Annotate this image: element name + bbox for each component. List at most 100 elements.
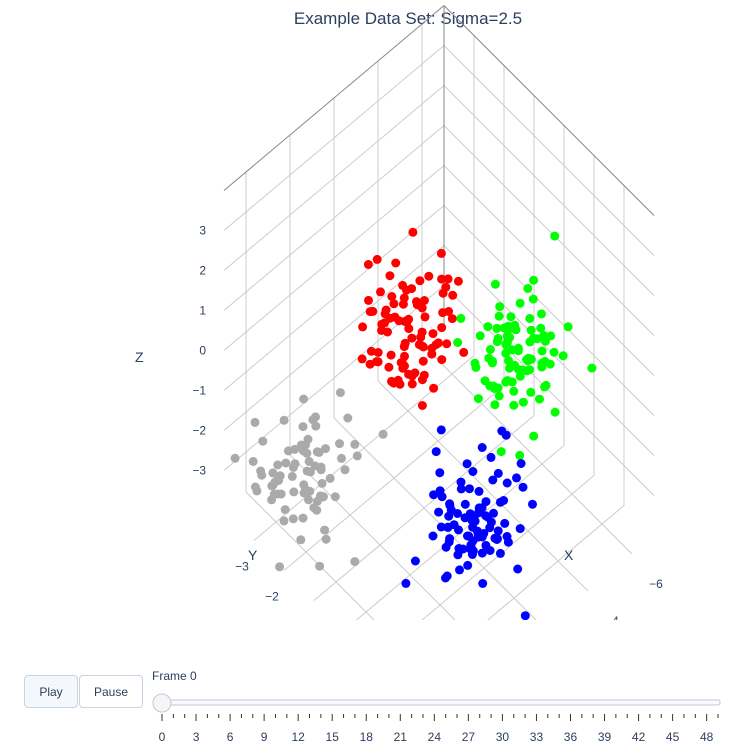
data-point xyxy=(526,387,536,397)
slider-tick-label: 9 xyxy=(261,730,268,744)
data-point xyxy=(287,471,297,481)
data-point xyxy=(477,532,487,542)
data-point xyxy=(385,313,395,323)
data-point xyxy=(358,322,368,332)
data-point xyxy=(460,513,470,523)
data-point xyxy=(419,296,429,305)
data-point xyxy=(509,386,519,396)
data-point xyxy=(337,453,346,463)
data-point xyxy=(417,375,427,385)
data-point xyxy=(408,227,418,237)
data-point xyxy=(386,350,396,360)
data-point xyxy=(389,299,399,309)
data-point xyxy=(468,467,478,476)
data-point xyxy=(312,447,322,457)
slider-tick-label: 6 xyxy=(227,730,234,744)
z-axis-tick-label: 3 xyxy=(199,224,206,238)
data-point xyxy=(537,358,547,368)
data-point xyxy=(436,522,446,532)
data-point xyxy=(407,284,417,294)
pause-button[interactable]: Pause xyxy=(79,675,143,708)
wall-grid-line xyxy=(443,165,655,376)
data-point xyxy=(289,487,299,497)
data-point xyxy=(420,312,430,322)
data-point xyxy=(501,430,511,440)
data-points xyxy=(230,227,597,620)
data-point xyxy=(275,562,285,572)
slider-tick-label: 33 xyxy=(530,730,544,744)
data-point xyxy=(505,332,515,342)
data-point xyxy=(258,436,268,446)
data-point xyxy=(488,475,498,485)
data-point xyxy=(463,560,473,570)
data-point xyxy=(492,337,502,347)
slider-handle[interactable] xyxy=(152,693,172,713)
slider-ticks: 0 3 6 9 12 15 18 21 24 27 30 33 36 39 42 45 48 xyxy=(159,714,719,744)
data-point xyxy=(290,444,300,454)
play-button[interactable]: Play xyxy=(24,675,78,708)
z-axis-tick-label: −1 xyxy=(192,384,206,398)
data-point xyxy=(546,331,556,341)
data-point xyxy=(523,284,533,293)
data-point xyxy=(441,542,451,552)
x-axis-tick-label: −4 xyxy=(605,614,619,620)
data-point xyxy=(437,355,447,365)
data-point xyxy=(501,348,511,358)
data-point xyxy=(372,254,382,264)
data-point xyxy=(315,561,325,571)
data-point xyxy=(495,497,505,507)
data-point xyxy=(385,271,395,281)
scatter-3d-plot[interactable]: Example Data Set: Sigma=2.5 −6 −4 −2 0 2 −3 −2… xyxy=(0,0,746,620)
y-axis-tick-label: −3 xyxy=(235,560,249,574)
data-point xyxy=(563,322,573,332)
data-point xyxy=(509,400,519,410)
data-point xyxy=(267,495,277,505)
data-point xyxy=(477,443,487,452)
wall-grid-line xyxy=(443,285,655,496)
data-point xyxy=(427,349,437,359)
data-point xyxy=(456,477,466,487)
data-point xyxy=(486,452,496,462)
slider-tick-label: 18 xyxy=(360,730,374,744)
data-point xyxy=(429,383,439,393)
data-point xyxy=(502,478,512,488)
data-point xyxy=(437,274,447,284)
chart-title: Example Data Set: Sigma=2.5 xyxy=(294,9,522,28)
data-point xyxy=(288,514,298,524)
slider-tick-label: 21 xyxy=(394,730,408,744)
data-point xyxy=(537,346,547,356)
data-point xyxy=(448,290,458,300)
z-axis-title: Z xyxy=(135,349,144,365)
data-point xyxy=(537,309,546,319)
data-point xyxy=(524,353,533,363)
data-point xyxy=(311,412,320,422)
slider-tick-label: 27 xyxy=(462,730,476,744)
data-point xyxy=(268,468,278,478)
data-point xyxy=(441,573,450,583)
wall-grid-line xyxy=(443,205,655,416)
data-point xyxy=(290,459,300,469)
data-point xyxy=(528,294,538,304)
wall-grid-line xyxy=(223,205,445,391)
data-point xyxy=(398,299,408,309)
data-point xyxy=(492,323,502,333)
data-point xyxy=(400,351,409,361)
floor-grid-line xyxy=(377,380,589,592)
data-point xyxy=(417,401,427,410)
data-point xyxy=(281,458,291,468)
data-point xyxy=(276,489,286,499)
wall-grid-line xyxy=(443,85,655,296)
data-point xyxy=(467,550,477,559)
data-point xyxy=(438,308,448,318)
data-point xyxy=(431,447,441,457)
data-point xyxy=(230,453,240,463)
data-point xyxy=(515,371,525,381)
data-point xyxy=(490,533,500,543)
frame-slider[interactable]: 0 3 6 9 12 15 18 21 24 27 30 33 36 39 42 45 48 xyxy=(0,690,746,752)
data-point xyxy=(481,511,491,521)
data-point xyxy=(518,397,528,407)
slider-track[interactable] xyxy=(159,699,721,706)
data-point xyxy=(384,362,394,372)
data-point xyxy=(549,347,559,357)
data-point xyxy=(460,499,470,509)
